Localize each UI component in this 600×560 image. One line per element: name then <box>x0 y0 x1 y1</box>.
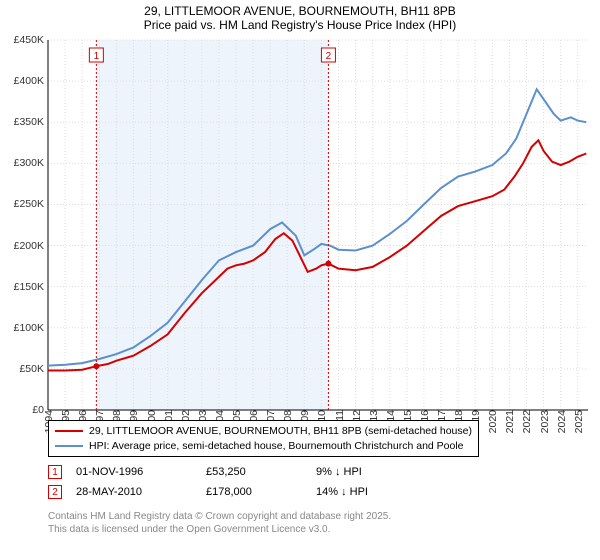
sale-price: £178,000 <box>206 486 316 498</box>
x-tick-label: 2022 <box>519 410 533 433</box>
y-tick-label: £50K <box>19 363 48 375</box>
chart-container: 29, LITTLEMOOR AVENUE, BOURNEMOUTH, BH11… <box>0 0 600 560</box>
sales-table: 1 01-NOV-1996 £53,250 9% ↓ HPI 2 28-MAY-… <box>48 462 426 502</box>
chart-area: 12 £0£50K£100K£150K£200K£250K£300K£350K£… <box>48 40 588 410</box>
sale-date: 28-MAY-2010 <box>76 486 206 498</box>
y-tick-label: £450K <box>14 34 48 46</box>
sale-marker-icon: 2 <box>48 485 62 499</box>
shaded-band <box>96 40 328 410</box>
legend-item: 29, LITTLEMOOR AVENUE, BOURNEMOUTH, BH11… <box>55 424 472 439</box>
legend-label: HPI: Average price, semi-detached house,… <box>89 439 464 454</box>
footer-line-1: Contains HM Land Registry data © Crown c… <box>48 510 391 523</box>
footer-line-2: This data is licensed under the Open Gov… <box>48 523 391 536</box>
x-tick-label: 2023 <box>537 410 551 433</box>
title-line-2: Price paid vs. HM Land Registry's House … <box>0 18 600 32</box>
legend-swatch-price <box>55 430 83 432</box>
sale-marker-number: 1 <box>94 51 100 62</box>
sale-price: £53,250 <box>206 466 316 478</box>
x-tick-label: 2021 <box>502 410 516 433</box>
y-tick-label: £250K <box>14 198 48 210</box>
table-row: 2 28-MAY-2010 £178,000 14% ↓ HPI <box>48 482 426 502</box>
x-tick-label: 2024 <box>554 410 568 433</box>
table-row: 1 01-NOV-1996 £53,250 9% ↓ HPI <box>48 462 426 482</box>
chart-svg: 12 <box>48 40 588 410</box>
sale-date: 01-NOV-1996 <box>76 466 206 478</box>
sale-marker-icon: 1 <box>48 465 62 479</box>
x-tick-label: 2025 <box>571 410 585 433</box>
title-block: 29, LITTLEMOOR AVENUE, BOURNEMOUTH, BH11… <box>0 0 600 34</box>
y-tick-label: £200K <box>14 240 48 252</box>
sale-dot <box>93 363 99 369</box>
legend: 29, LITTLEMOOR AVENUE, BOURNEMOUTH, BH11… <box>48 420 479 457</box>
footer: Contains HM Land Registry data © Crown c… <box>48 510 391 536</box>
title-line-1: 29, LITTLEMOOR AVENUE, BOURNEMOUTH, BH11… <box>0 4 600 18</box>
legend-label: 29, LITTLEMOOR AVENUE, BOURNEMOUTH, BH11… <box>89 424 472 439</box>
y-tick-label: £400K <box>14 75 48 87</box>
x-tick-label: 2020 <box>485 410 499 433</box>
y-tick-label: £350K <box>14 116 48 128</box>
y-tick-label: £100K <box>14 322 48 334</box>
y-tick-label: £150K <box>14 281 48 293</box>
sale-marker-number: 2 <box>326 51 332 62</box>
sale-hpi-delta: 14% ↓ HPI <box>316 486 426 498</box>
sale-hpi-delta: 9% ↓ HPI <box>316 466 426 478</box>
legend-item: HPI: Average price, semi-detached house,… <box>55 439 472 454</box>
sale-dot <box>325 261 331 267</box>
legend-swatch-hpi <box>55 445 83 447</box>
y-tick-label: £300K <box>14 157 48 169</box>
